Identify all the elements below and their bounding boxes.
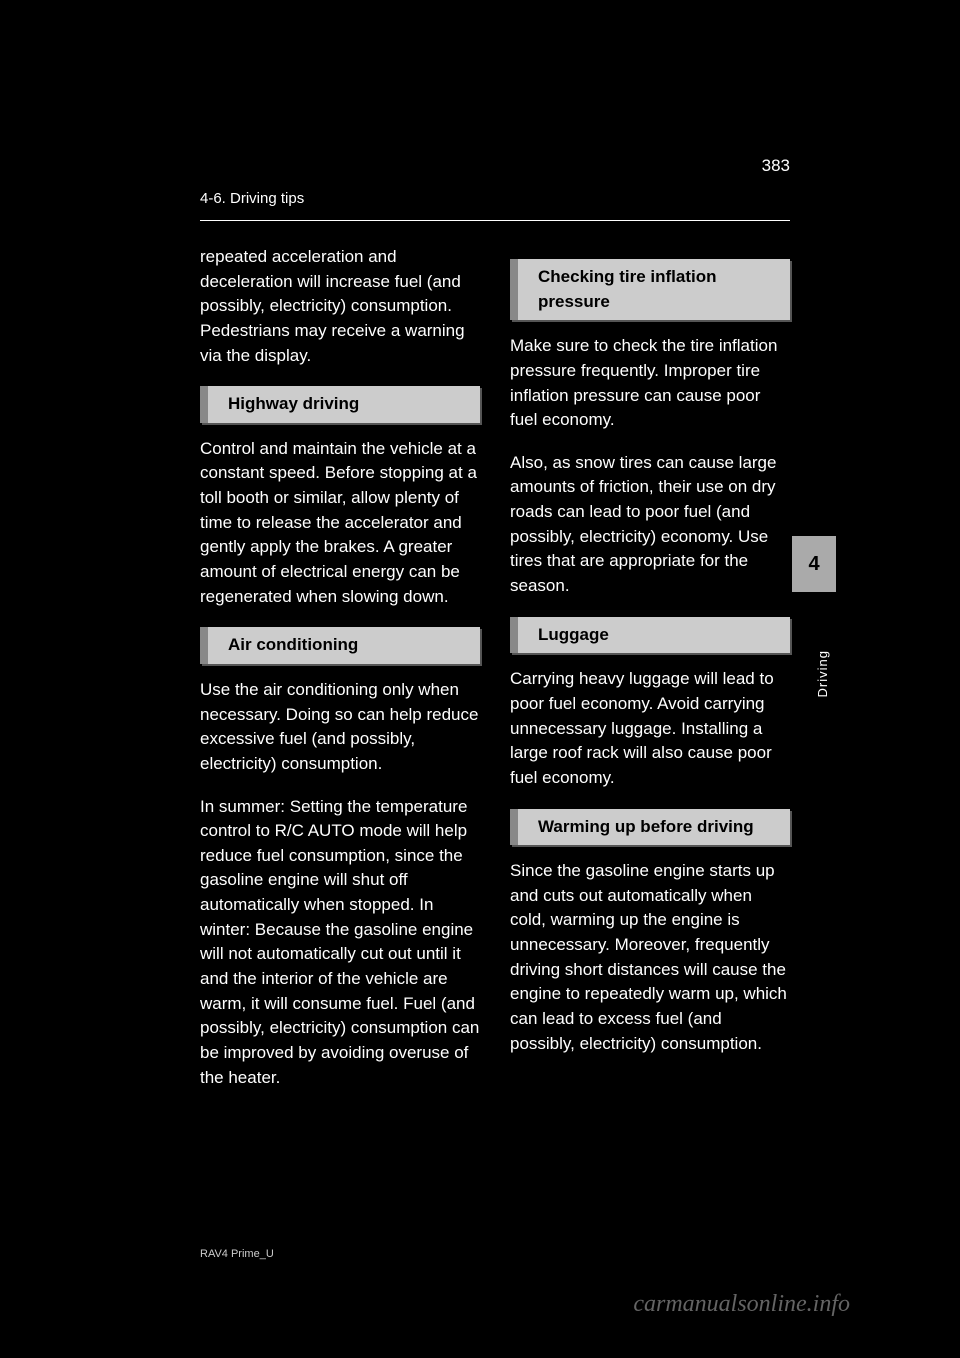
chapter-tab-label: Driving: [815, 650, 830, 697]
warmup-paragraph: Since the gasoline engine starts up and …: [510, 859, 790, 1056]
body-text: Carrying heavy luggage will lead to poor…: [510, 667, 790, 790]
watermark-text: carmanualsonline.info: [633, 1291, 850, 1318]
page-number: 383: [762, 156, 790, 176]
page-container: 383 4-6. Driving tips 4 Driving repeated…: [0, 0, 960, 1358]
warmup-heading: Warming up before driving: [510, 809, 790, 846]
header-divider: [200, 220, 790, 221]
body-text: Control and maintain the vehicle at a co…: [200, 437, 480, 609]
tire-paragraph-2: Also, as snow tires can cause large amou…: [510, 451, 790, 599]
body-text: Use the air conditioning only when neces…: [200, 678, 480, 777]
ac-paragraph-2: In summer: Setting the temperature contr…: [200, 795, 480, 1091]
chapter-tab-marker: 4: [792, 536, 836, 592]
chapter-section-label: 4-6. Driving tips: [200, 190, 304, 207]
intro-paragraph: repeated acceleration and deceleration w…: [200, 245, 480, 368]
chapter-tab-number: 4: [808, 553, 819, 576]
luggage-heading: Luggage: [510, 617, 790, 654]
body-text: In summer: Setting the temperature contr…: [200, 795, 480, 1091]
highway-paragraph: Control and maintain the vehicle at a co…: [200, 437, 480, 609]
body-text: Since the gasoline engine starts up and …: [510, 859, 790, 1056]
tire-paragraph-1: Make sure to check the tire inflation pr…: [510, 334, 790, 433]
air-conditioning-heading: Air conditioning: [200, 627, 480, 664]
right-column: Checking tire inflation pressure Make su…: [510, 245, 790, 1108]
body-text: repeated acceleration and deceleration w…: [200, 245, 480, 368]
luggage-paragraph: Carrying heavy luggage will lead to poor…: [510, 667, 790, 790]
content-area: repeated acceleration and deceleration w…: [200, 245, 790, 1108]
left-column: repeated acceleration and deceleration w…: [200, 245, 480, 1108]
ac-paragraph-1: Use the air conditioning only when neces…: [200, 678, 480, 777]
tire-pressure-heading: Checking tire inflation pressure: [510, 259, 790, 320]
highway-driving-heading: Highway driving: [200, 386, 480, 423]
body-text: Make sure to check the tire inflation pr…: [510, 334, 790, 433]
document-code: RAV4 Prime_U: [200, 1248, 274, 1260]
body-text: Also, as snow tires can cause large amou…: [510, 451, 790, 599]
